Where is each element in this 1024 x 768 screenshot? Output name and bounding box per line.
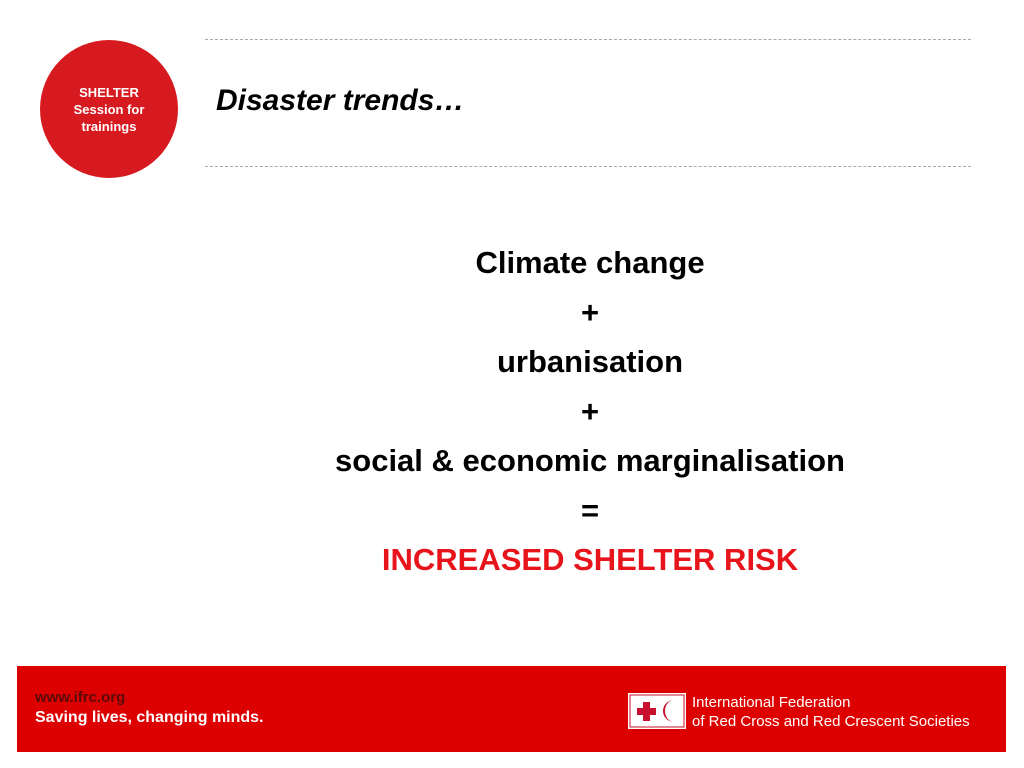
slide-title: Disaster trends… [216,84,465,117]
shelter-session-badge: SHELTER Session for trainings [40,40,178,178]
slogan: Saving lives, changing minds. [35,709,264,726]
badge-line-1: SHELTER [79,84,139,100]
org-line-1: International Federation [692,694,851,711]
website-link[interactable]: www.ifrc.org [35,689,126,706]
term-urbanisation: urbanisation [496,344,683,379]
footer-band: www.ifrc.org Saving lives, changing mind… [17,666,1006,752]
plus-operator-1: + [580,294,600,330]
term-marginalisation: social & economic marginalisation [335,443,845,478]
plus-operator-2: + [580,393,600,429]
top-dashed-divider [205,39,971,40]
equation-result: INCREASED SHELTER RISK [381,542,799,577]
badge-line-3: trainings [81,118,137,134]
equals-operator: = [580,492,600,528]
organization-name: International Federation of Red Cross an… [692,693,970,731]
bottom-dashed-divider [205,166,971,167]
term-climate-change: Climate change [475,245,705,280]
risk-equation: Climate change + urbanisation + social &… [280,238,900,585]
red-cross-red-crescent-icon [628,693,686,729]
badge-line-2: Session for [73,101,145,117]
org-line-2: of Red Cross and Red Crescent Societies [692,713,970,730]
